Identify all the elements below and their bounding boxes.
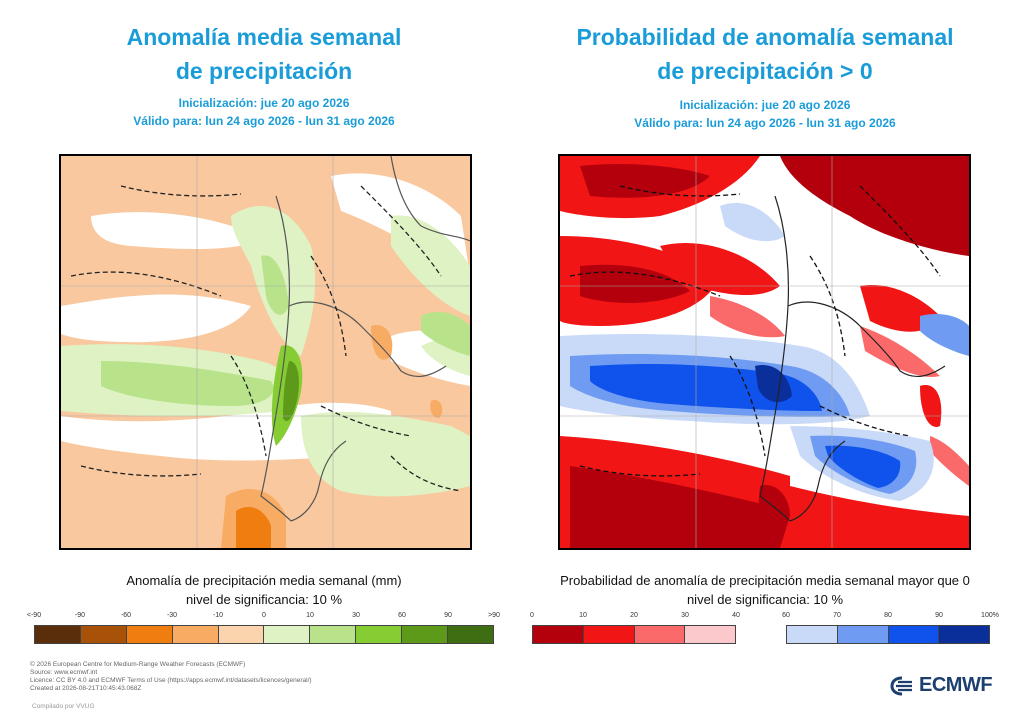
footer-line2: Source: www.ecmwf.int	[30, 669, 98, 676]
left-title-line2: de precipitación	[175, 58, 353, 84]
left-init: Inicialización: jue 20 ago 2026	[178, 96, 350, 110]
right-colorbar-low-swatch-3	[684, 625, 736, 644]
left-significance: nivel de significancia: 10 %	[185, 592, 343, 607]
left-cb-label-10: >90	[488, 612, 500, 619]
right-title: Probabilidad de anomalía semanal de prec…	[540, 20, 990, 88]
right-cb-label-high-0: 60	[782, 612, 790, 619]
left-colorbar-swatch-7	[355, 625, 403, 644]
footer-line1: © 2026 European Centre for Medium-Range …	[30, 661, 246, 668]
left-colorbar-swatch-2	[125, 625, 173, 644]
right-cb-label-high-2: 80	[884, 612, 892, 619]
left-colorbar-swatch-4	[217, 625, 265, 644]
right-significance: nivel de significancia: 10 %	[686, 592, 844, 607]
left-title-line1: Anomalía media semanal	[126, 24, 402, 50]
right-init: Inicialización: jue 20 ago 2026	[679, 98, 851, 112]
left-cb-label-7: 30	[352, 612, 360, 619]
right-colorbar-high-swatch-2	[887, 625, 940, 644]
right-cb-label-high-3: 90	[935, 612, 943, 619]
right-cb-label-low-3: 30	[681, 612, 689, 619]
right-title-line2: de precipitación > 0	[657, 58, 873, 84]
right-meta: Inicialización: jue 20 ago 2026 Válido p…	[540, 96, 990, 132]
right-colorbar-high-swatch-0	[786, 625, 838, 644]
right-probability-map	[558, 154, 971, 550]
right-colorbar-labels: 0 10 20 30 40 60 70 80 90 100%	[530, 612, 999, 622]
right-colorbar-low-swatch-1	[582, 625, 635, 644]
right-colorbar-low-swatch-0	[532, 625, 584, 644]
right-colorbar-low-swatch-2	[633, 625, 686, 644]
left-cb-label-3: -30	[166, 612, 178, 619]
right-cb-label-low-1: 10	[579, 612, 587, 619]
right-colorbar-high-swatch-1	[836, 625, 889, 644]
footer-line3: Licence: CC BY 4.0 and ECMWF Terms of Us…	[30, 677, 312, 684]
left-cb-label-2: -60	[120, 612, 132, 619]
compiled-by: Compilado por VVUG	[32, 703, 95, 710]
footer-line4: Created at 2026-08-21T10:45:43.068Z	[30, 685, 142, 692]
left-colorbar-swatch-6	[309, 625, 357, 644]
right-cb-label-low-0: 0	[530, 612, 534, 619]
right-caption: Probabilidad de anomalía de precipitació…	[520, 571, 1010, 609]
left-valid: Válido para: lun 24 ago 2026 - lun 31 ag…	[133, 114, 395, 128]
left-anomaly-map	[59, 154, 472, 550]
left-cb-label-8: 60	[398, 612, 406, 619]
right-cb-label-low-2: 20	[630, 612, 638, 619]
right-cb-label-high-4: 100%	[981, 612, 999, 619]
footer-credits: © 2026 European Centre for Medium-Range …	[30, 661, 312, 693]
left-title: Anomalía media semanal de precipitación	[64, 20, 464, 88]
left-colorbar-swatch-3	[171, 625, 219, 644]
left-caption-text: Anomalía de precipitación media semanal …	[126, 573, 402, 588]
left-colorbar-swatch-1	[79, 625, 127, 644]
left-cb-label-6: 10	[306, 612, 314, 619]
left-colorbar-swatch-9	[447, 625, 494, 644]
left-cb-label-9: 90	[444, 612, 452, 619]
left-colorbar-swatch-0	[34, 625, 81, 644]
left-cb-label-1: -90	[74, 612, 86, 619]
right-colorbar-high	[786, 625, 990, 644]
left-cb-label-5: 0	[262, 612, 266, 619]
right-title-line1: Probabilidad de anomalía semanal	[576, 24, 954, 50]
left-colorbar-swatch-5	[263, 625, 311, 644]
left-caption: Anomalía de precipitación media semanal …	[64, 571, 464, 609]
left-cb-label-4: -10	[212, 612, 224, 619]
left-colorbar-labels: <-90 -90 -60 -30 -10 0 10 30 60 90 >90	[27, 612, 500, 622]
left-colorbar	[34, 625, 494, 644]
ecmwf-logo: ECMWF	[890, 674, 993, 697]
left-cb-label-0: <-90	[26, 612, 42, 619]
right-valid: Válido para: lun 24 ago 2026 - lun 31 ag…	[634, 116, 896, 130]
ecmwf-logo-text: ECMWF	[919, 674, 993, 696]
right-caption-text: Probabilidad de anomalía de precipitació…	[560, 573, 970, 588]
right-colorbar-low	[532, 625, 736, 644]
right-cb-label-high-1: 70	[833, 612, 841, 619]
left-colorbar-swatch-8	[401, 625, 449, 644]
right-cb-label-low-4: 40	[732, 612, 740, 619]
ecmwf-logo-icon	[890, 676, 912, 695]
left-meta: Inicialización: jue 20 ago 2026 Válido p…	[64, 94, 464, 130]
right-colorbar-high-swatch-3	[938, 625, 990, 644]
